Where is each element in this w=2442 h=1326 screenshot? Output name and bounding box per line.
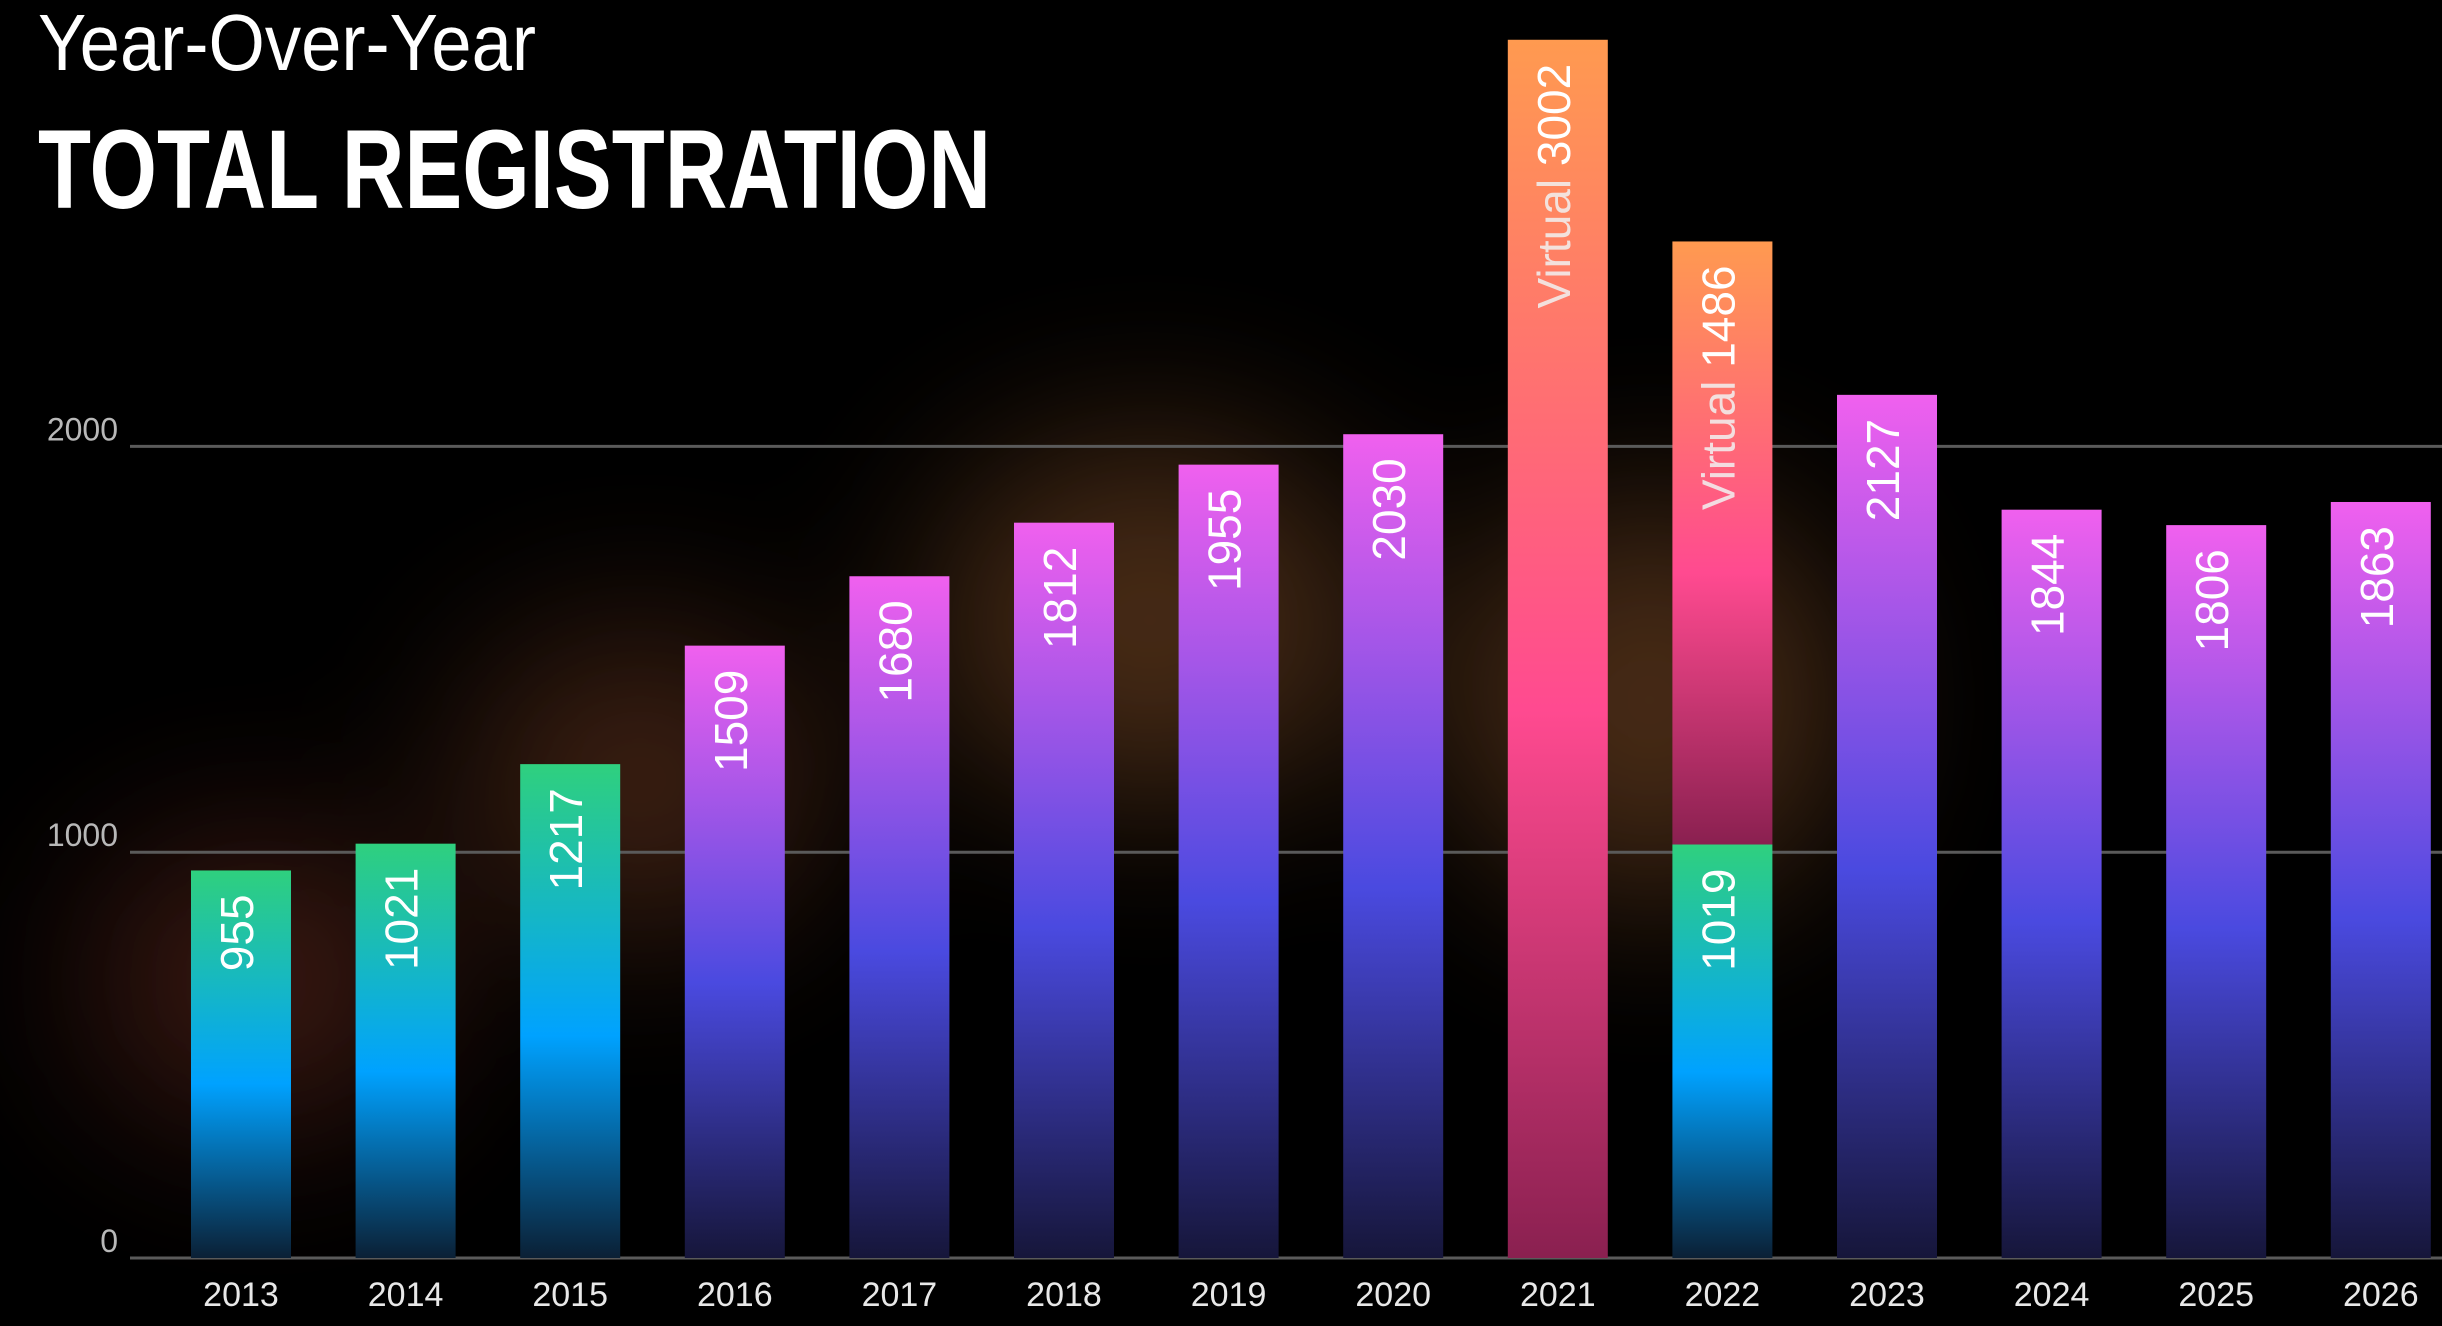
x-tick-label: 2026 — [2343, 1276, 2419, 1314]
bar — [1507, 39, 1608, 1258]
value: 1812 — [1034, 547, 1086, 649]
value: 955 — [211, 894, 263, 971]
bar — [2001, 509, 2102, 1259]
x-tick-label: 2023 — [1849, 1276, 1925, 1314]
bar — [191, 870, 291, 1258]
x-tick-label: 2016 — [697, 1276, 773, 1314]
value-label: 2030 — [1363, 458, 1415, 560]
x-tick-label: 2015 — [532, 1276, 608, 1314]
x-tick-label: 2019 — [1191, 1276, 1267, 1314]
value-label: 955 — [211, 894, 263, 971]
space — [1693, 368, 1745, 381]
bar — [2330, 501, 2431, 1259]
subtitle: Year-Over-Year — [38, 0, 536, 87]
value: 1863 — [2351, 526, 2403, 628]
bar — [1178, 464, 1279, 1258]
bar — [1672, 844, 1773, 1258]
value-label: 1019 — [1693, 868, 1745, 970]
value: 1806 — [2186, 549, 2238, 651]
value-label: 1955 — [1199, 489, 1251, 591]
x-tick-label: 2014 — [368, 1276, 444, 1314]
value-label: Virtual 1486 — [1693, 265, 1745, 510]
value-label: 1844 — [2022, 534, 2074, 636]
value: 1486 — [1693, 265, 1745, 367]
bar — [1837, 394, 1937, 1258]
value: 1844 — [2022, 534, 2074, 636]
value-label: 1806 — [2186, 549, 2238, 651]
chart-title: TOTAL REGISTRATION — [38, 107, 991, 232]
value: 1680 — [870, 600, 922, 702]
value-label: 1021 — [376, 868, 428, 970]
x-tick-label: 2013 — [203, 1276, 279, 1314]
y-tick-label: 0 — [100, 1223, 118, 1259]
value-label: 1680 — [870, 600, 922, 702]
value: 2127 — [1857, 419, 1909, 521]
x-tick-label: 2021 — [1520, 1276, 1596, 1314]
value: 1955 — [1199, 489, 1251, 591]
bar — [1343, 434, 1444, 1258]
value-label: Virtual 3002 — [1528, 64, 1580, 309]
value-label: 1812 — [1034, 547, 1086, 649]
x-tick-label: 2018 — [1026, 1276, 1102, 1314]
y-tick-label: 1000 — [47, 817, 118, 853]
value: 1509 — [705, 670, 757, 772]
x-tick-label: 2025 — [2178, 1276, 2254, 1314]
bar — [684, 645, 785, 1258]
bar — [520, 764, 621, 1258]
series-name: Virtual — [1693, 381, 1745, 511]
value: 1021 — [376, 868, 428, 970]
x-tick-label: 2017 — [862, 1276, 938, 1314]
value: 1019 — [1693, 868, 1745, 970]
value: 3002 — [1528, 64, 1580, 166]
x-tick-label: 2020 — [1355, 1276, 1431, 1314]
value-label: 2127 — [1857, 419, 1909, 521]
bar — [1014, 522, 1114, 1258]
space — [1528, 166, 1580, 179]
value: 1217 — [540, 788, 592, 890]
x-tick-label: 2022 — [1685, 1276, 1761, 1314]
x-tick-label: 2024 — [2014, 1276, 2090, 1314]
series-name: Virtual — [1528, 179, 1580, 309]
bar — [849, 576, 950, 1258]
bar — [2166, 525, 2267, 1258]
value-label: 1863 — [2351, 526, 2403, 628]
value: 2030 — [1363, 458, 1415, 560]
value-label: 1217 — [540, 788, 592, 890]
bar — [1672, 241, 1773, 845]
bar — [355, 843, 456, 1258]
value-label: 1509 — [705, 670, 757, 772]
y-tick-label: 2000 — [47, 411, 118, 447]
